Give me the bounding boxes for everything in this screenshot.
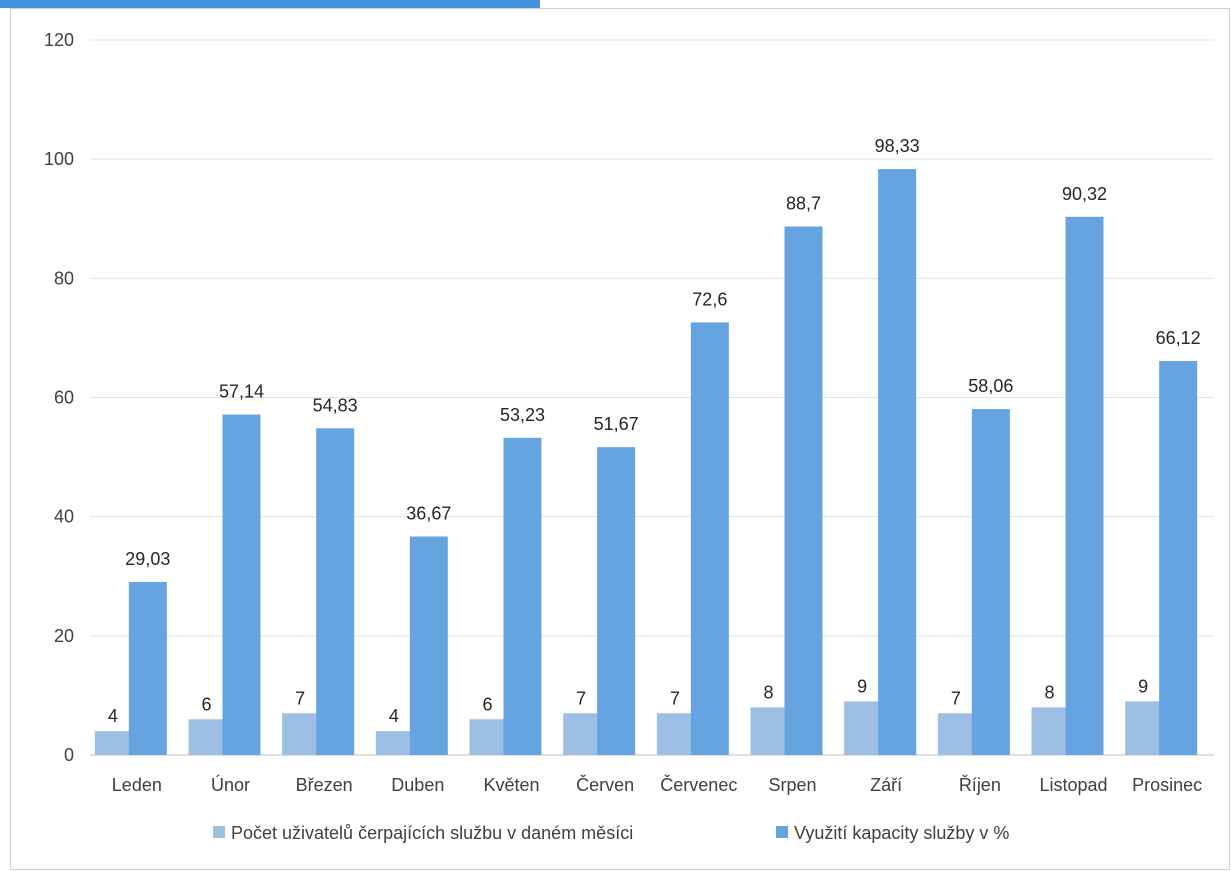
- bar-series-2: [1159, 361, 1198, 755]
- data-labels: 4 29,03 6 57,14 7 54,83 4 36,67 6 53,23 7 51,67 7 72,…: [108, 136, 1201, 726]
- x-tick-label: Září: [870, 775, 902, 795]
- bar-series-1: [282, 713, 319, 755]
- bar-series-2: [690, 322, 729, 755]
- bar-series-2: [784, 226, 823, 755]
- y-tick-label: 120: [44, 30, 74, 50]
- bar-series-2: [316, 428, 355, 755]
- bar-series-1: [188, 719, 225, 755]
- data-label-series-1: 7: [295, 688, 305, 708]
- y-tick-label: 60: [54, 388, 74, 408]
- bar-series-2: [878, 169, 917, 756]
- legend-label-series-1: Počet uživatelů čerpajících službu v dan…: [231, 823, 633, 843]
- x-tick-label: Květen: [483, 775, 539, 795]
- data-label-series-2: 36,67: [406, 504, 451, 524]
- data-label-series-2: 53,23: [500, 405, 545, 425]
- data-label-series-2: 58,06: [968, 376, 1013, 396]
- bar-series-1: [94, 731, 131, 755]
- bar-series-1: [937, 713, 974, 755]
- cropped-title-strip: [0, 0, 540, 8]
- bar-series-2: [409, 536, 448, 755]
- data-label-series-1: 7: [951, 688, 961, 708]
- y-tick-label: 80: [54, 268, 74, 288]
- legend: Počet uživatelů čerpajících službu v dan…: [213, 823, 1009, 843]
- bars: [94, 169, 1198, 756]
- bar-series-1: [375, 731, 412, 755]
- x-tick-label: Červen: [576, 774, 634, 795]
- legend-swatch-series-1: [213, 826, 225, 838]
- data-label-series-2: 57,14: [219, 382, 264, 402]
- bar-series-1: [844, 701, 881, 755]
- data-label-series-1: 8: [1044, 682, 1054, 702]
- bar-series-1: [469, 719, 506, 755]
- data-label-series-2: 51,67: [594, 414, 639, 434]
- y-tick-label: 20: [54, 626, 74, 646]
- bar-series-2: [1065, 216, 1104, 756]
- y-tick-label: 40: [54, 507, 74, 527]
- data-label-series-1: 7: [576, 688, 586, 708]
- data-label-series-1: 4: [389, 706, 399, 726]
- bar-series-2: [971, 409, 1010, 755]
- data-label-series-2: 98,33: [875, 136, 920, 156]
- x-axis-tick-labels: Leden Únor Březen Duben Květen Červen Červenec…: [112, 774, 1202, 795]
- x-tick-label: Únor: [211, 774, 250, 795]
- legend-label-series-2: Využití kapacity služby v %: [794, 823, 1009, 843]
- x-tick-label: Říjen: [959, 775, 1001, 795]
- bar-series-1: [1125, 701, 1162, 755]
- bar-series-2: [222, 414, 261, 755]
- data-label-series-2: 72,6: [692, 289, 727, 309]
- x-tick-label: Listopad: [1039, 775, 1107, 795]
- y-tick-label: 0: [64, 745, 74, 765]
- bar-series-1: [656, 713, 693, 755]
- data-label-series-1: 9: [857, 676, 867, 696]
- bar-series-1: [563, 713, 600, 755]
- legend-swatch-series-2: [776, 826, 788, 838]
- x-tick-label: Srpen: [768, 775, 816, 795]
- y-tick-label: 100: [44, 149, 74, 169]
- data-label-series-2: 66,12: [1156, 328, 1201, 348]
- x-tick-label: Duben: [391, 775, 444, 795]
- data-label-series-2: 88,7: [786, 193, 821, 213]
- x-tick-label: Leden: [112, 775, 162, 795]
- gridlines: [90, 39, 1214, 756]
- bar-series-2: [597, 447, 636, 755]
- data-label-series-1: 7: [670, 688, 680, 708]
- y-axis-tick-labels: 0 20 40 60 80 100 120: [44, 30, 74, 765]
- data-label-series-2: 54,83: [313, 395, 358, 415]
- bar-series-2: [503, 437, 542, 755]
- bar-series-1: [1031, 707, 1068, 755]
- x-tick-label: Prosinec: [1132, 775, 1202, 795]
- bar-series-2: [128, 582, 167, 755]
- x-tick-label: Červenec: [660, 774, 737, 795]
- bar-series-1: [750, 707, 787, 755]
- data-label-series-1: 4: [108, 706, 118, 726]
- data-label-series-1: 6: [482, 694, 492, 714]
- data-label-series-2: 29,03: [125, 549, 170, 569]
- data-label-series-1: 6: [201, 694, 211, 714]
- data-label-series-1: 8: [763, 682, 773, 702]
- data-label-series-2: 90,32: [1062, 184, 1107, 204]
- data-label-series-1: 9: [1138, 676, 1148, 696]
- x-tick-label: Březen: [296, 775, 353, 795]
